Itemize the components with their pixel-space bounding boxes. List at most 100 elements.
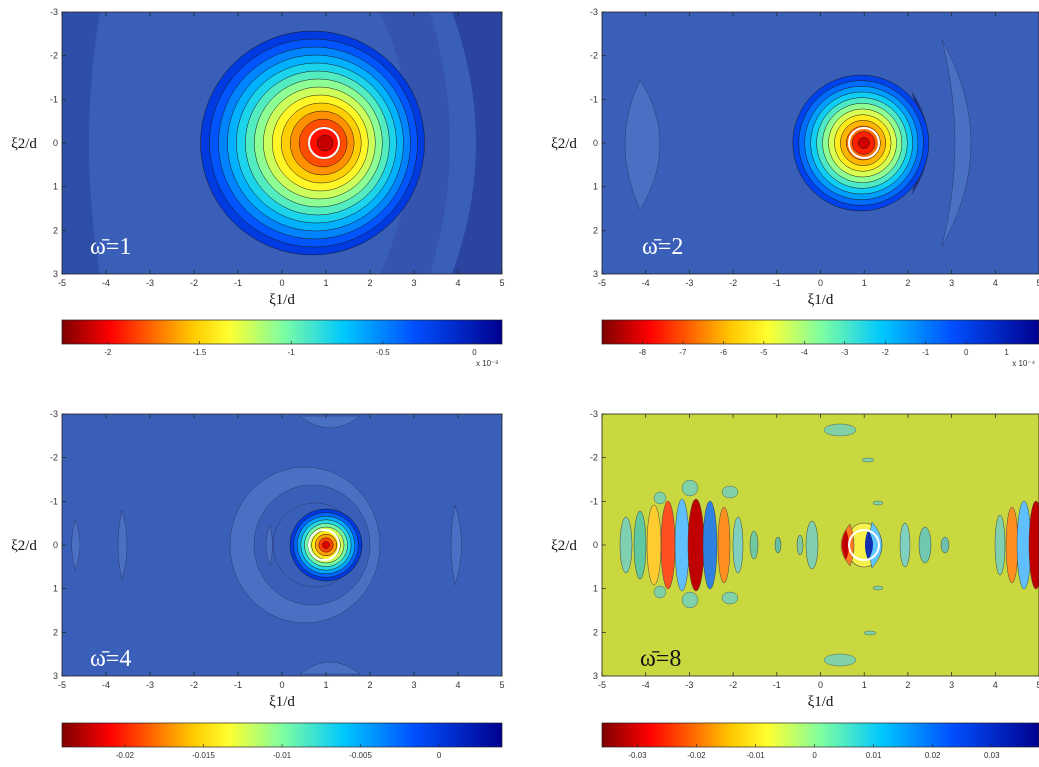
x-tick-label: -2 — [729, 278, 737, 288]
colorbar-tick-label: -0.02 — [687, 751, 706, 760]
colorbar-tick-label: -2 — [882, 348, 890, 357]
interference-lobe — [863, 630, 877, 636]
x-tick-label: 3 — [411, 680, 416, 690]
interference-lobe — [872, 585, 884, 591]
x-axis-label: ξ1/d — [269, 292, 295, 308]
colorbar-tick-label: -0.015 — [192, 751, 215, 760]
interference-lobe — [721, 485, 739, 499]
x-tick-label: 1 — [862, 278, 867, 288]
y-tick-label: -3 — [50, 7, 58, 17]
colorbar-tick-label: -0.005 — [349, 751, 372, 760]
y-tick-label: 2 — [53, 225, 58, 235]
x-tick-label: 0 — [279, 680, 284, 690]
colorbar-tick-label: -1.5 — [193, 348, 207, 357]
interference-lobe — [619, 516, 633, 574]
panel-label: ω̄=4 — [90, 646, 131, 672]
x-tick-label: 5 — [499, 278, 504, 288]
x-tick-label: 4 — [993, 680, 998, 690]
x-tick-label: 4 — [455, 278, 460, 288]
x-tick-label: 2 — [905, 278, 910, 288]
x-tick-label: 5 — [1036, 278, 1039, 288]
x-tick-label: -1 — [773, 680, 781, 690]
panel-label: ω̄=1 — [90, 234, 131, 260]
y-axis-label: ξ2/d — [11, 538, 37, 554]
colorbar-tick-label: -3 — [841, 348, 849, 357]
y-tick-label: 0 — [53, 540, 58, 550]
colorbar — [601, 319, 1039, 345]
x-tick-label: -3 — [685, 278, 693, 288]
x-tick-label: -5 — [58, 278, 66, 288]
x-axis-label: ξ1/d — [808, 292, 834, 308]
interference-lobe — [796, 534, 804, 556]
interference-lobe — [1005, 506, 1019, 584]
colorbar-tick-label: 0.03 — [984, 751, 1000, 760]
interference-lobe — [749, 530, 759, 560]
x-tick-label: -4 — [102, 680, 110, 690]
contour-level — [316, 134, 334, 152]
colorbar-tick-label: 1 — [1004, 348, 1009, 357]
interference-lobe — [940, 536, 950, 554]
y-tick-label: -1 — [50, 94, 58, 104]
x-tick-label: 3 — [949, 278, 954, 288]
contour-level — [858, 137, 870, 149]
interference-lobe — [721, 591, 739, 605]
colorbar-exponent: x 10⁻³ — [476, 359, 498, 368]
y-tick-label: -3 — [590, 7, 598, 17]
colorbar-tick-label: 0 — [437, 751, 442, 760]
interference-lobe — [653, 491, 667, 505]
panel-omega-2: ω̄=2 -5-4-3-2-1012345-3-2-10123ξ1/dξ2/d … — [551, 7, 1039, 368]
interference-lobe — [702, 500, 718, 590]
x-tick-label: -3 — [146, 680, 154, 690]
colorbar-tick-label: -0.01 — [273, 751, 292, 760]
y-tick-label: 2 — [593, 627, 598, 637]
interference-lobe — [872, 500, 884, 506]
x-tick-label: -5 — [598, 278, 606, 288]
y-tick-label: 0 — [53, 138, 58, 148]
contour-field-3 — [62, 414, 502, 676]
interference-lobe — [994, 514, 1006, 576]
y-axis-label: ξ2/d — [551, 136, 577, 152]
y-tick-label: 3 — [53, 671, 58, 681]
panel-label: ω̄=2 — [642, 234, 683, 260]
y-tick-label: 1 — [593, 182, 598, 192]
interference-lobe — [674, 498, 690, 592]
x-tick-label: 2 — [905, 680, 910, 690]
x-tick-label: 0 — [818, 680, 823, 690]
y-tick-label: 3 — [593, 671, 598, 681]
x-tick-label: 2 — [367, 278, 372, 288]
y-tick-label: 2 — [53, 627, 58, 637]
x-tick-label: 1 — [323, 680, 328, 690]
colorbar-tick-label: 0.01 — [866, 751, 882, 760]
x-tick-label: -5 — [598, 680, 606, 690]
colorbar-tick-label: 0 — [964, 348, 969, 357]
y-tick-label: 3 — [593, 269, 598, 279]
interference-lobe — [823, 653, 857, 667]
colorbar-tick-label: -0.01 — [746, 751, 765, 760]
colorbar-tick-label: -0.5 — [376, 348, 390, 357]
interference-lobe — [653, 585, 667, 599]
y-tick-label: 2 — [593, 225, 598, 235]
x-axis-label: ξ1/d — [808, 694, 834, 710]
panel-omega-8: ω̄=8 -5-4-3-2-1012345-3-2-10123ξ1/dξ2/d … — [551, 409, 1039, 760]
x-tick-label: -2 — [190, 680, 198, 690]
source-circle — [848, 529, 880, 561]
y-axis-label: ξ2/d — [551, 538, 577, 554]
y-tick-label: 1 — [53, 584, 58, 594]
interference-lobe — [660, 500, 676, 590]
interference-lobe — [774, 536, 782, 554]
x-tick-label: -1 — [234, 278, 242, 288]
x-tick-label: -4 — [642, 278, 650, 288]
y-tick-label: -2 — [590, 51, 598, 61]
colorbar-tick-label: -6 — [720, 348, 728, 357]
y-tick-label: -3 — [590, 409, 598, 419]
interference-lobe — [646, 504, 662, 586]
x-tick-label: -2 — [190, 278, 198, 288]
x-tick-label: 2 — [367, 680, 372, 690]
y-tick-label: -1 — [590, 496, 598, 506]
x-tick-label: 4 — [455, 680, 460, 690]
contour-level — [322, 541, 330, 549]
y-tick-label: 0 — [593, 540, 598, 550]
colorbar-tick-label: -1 — [288, 348, 296, 357]
interference-lobe — [732, 516, 744, 574]
